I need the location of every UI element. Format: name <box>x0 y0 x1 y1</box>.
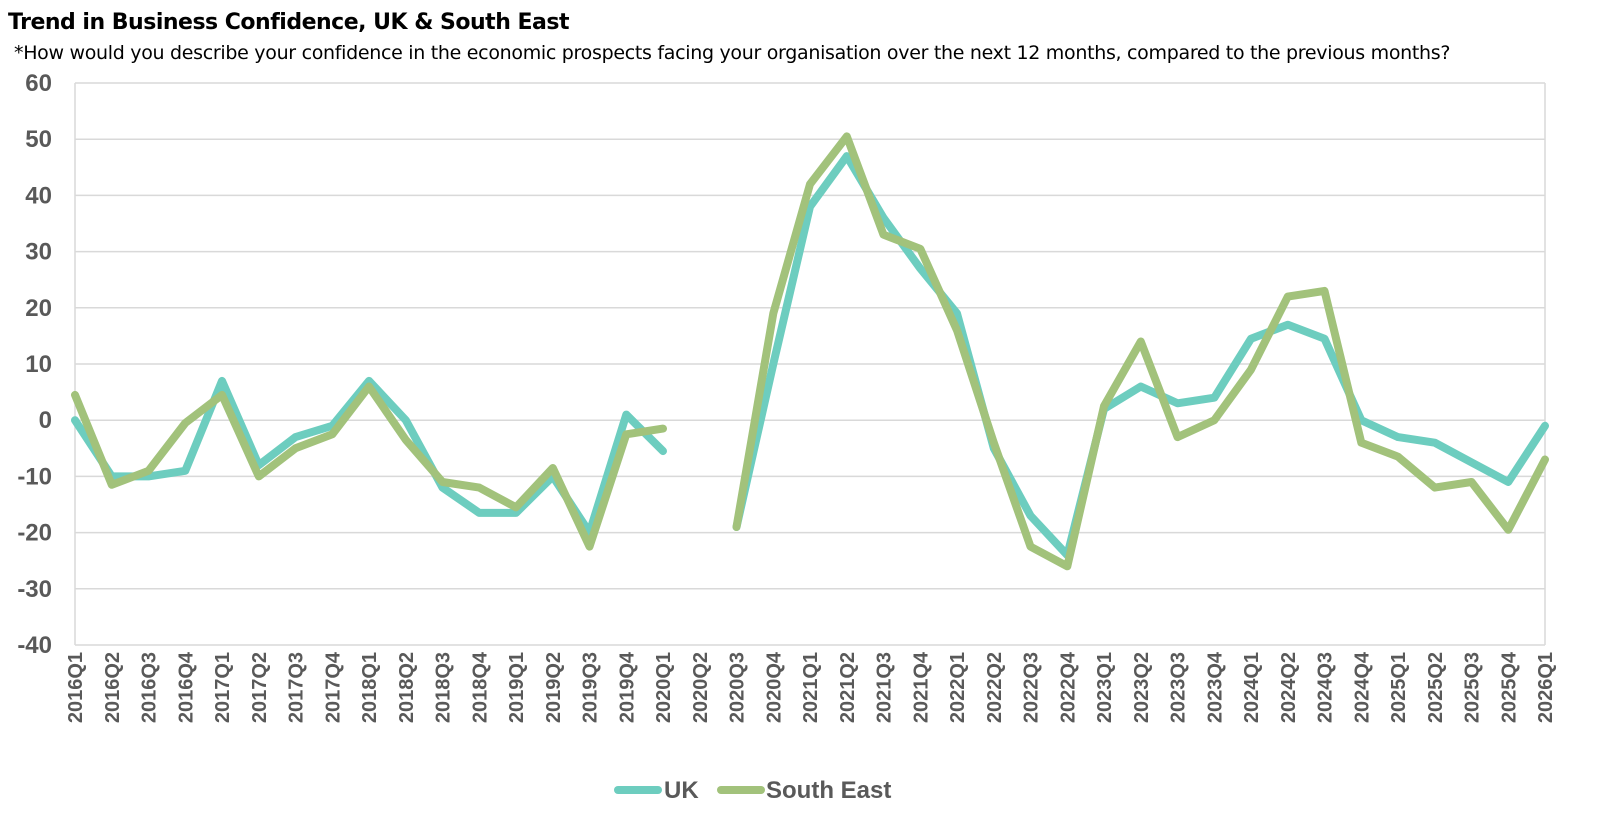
x-tick-label: 2022Q4 <box>1057 651 1079 723</box>
x-tick-label: 2021Q1 <box>800 652 822 723</box>
x-tick-label: 2017Q2 <box>249 652 271 723</box>
chart-title: Trend in Business Confidence, UK & South… <box>8 10 570 35</box>
y-tick-label: 30 <box>25 239 52 266</box>
x-tick-label: 2022Q1 <box>947 652 969 723</box>
x-tick-label: 2025Q3 <box>1462 652 1484 723</box>
x-tick-label: 2022Q2 <box>984 652 1006 723</box>
x-tick-label: 2025Q1 <box>1388 652 1410 723</box>
series-line-south-east <box>71 132 1549 571</box>
x-tick-label: 2019Q2 <box>543 652 565 723</box>
y-tick-label: 0 <box>39 407 52 434</box>
y-tick-label: 20 <box>25 295 52 322</box>
y-tick-label: -40 <box>17 632 52 659</box>
x-tick-label: 2024Q3 <box>1315 652 1337 723</box>
chart-subtitle: *How would you describe your confidence … <box>14 42 1451 64</box>
x-tick-label: 2021Q2 <box>837 652 859 723</box>
x-tick-label: 2016Q1 <box>65 652 87 723</box>
x-tick-label: 2025Q2 <box>1425 652 1447 723</box>
x-tick-label: 2021Q4 <box>910 651 932 723</box>
series-line-uk <box>71 152 1549 560</box>
x-tick-label: 2020Q2 <box>690 652 712 723</box>
y-tick-label: 40 <box>25 182 52 209</box>
x-tick-label: 2016Q4 <box>175 651 197 723</box>
x-tick-label: 2024Q1 <box>1241 652 1263 723</box>
y-axis-ticks: 60 50 40 30 20 10 0 -10 -20 -30 -40 <box>17 70 52 659</box>
x-tick-label: 2025Q4 <box>1498 651 1520 723</box>
y-tick-label: 60 <box>25 70 52 97</box>
x-tick-label: 2023Q2 <box>1131 652 1153 723</box>
x-tick-label: 2020Q4 <box>763 651 785 723</box>
x-tick-label: 2023Q1 <box>1094 652 1116 723</box>
x-tick-label: 2017Q4 <box>322 651 344 723</box>
x-tick-label: 2019Q4 <box>616 651 638 723</box>
x-tick-label: 2018Q4 <box>469 651 491 723</box>
x-tick-label: 2026Q1 <box>1535 652 1557 723</box>
y-tick-label: -10 <box>17 463 52 490</box>
legend-label: UK <box>664 777 699 804</box>
y-tick-label: 50 <box>25 126 52 153</box>
y-tick-label: -30 <box>17 576 52 603</box>
x-tick-label: 2016Q3 <box>139 652 161 723</box>
legend-label: South East <box>766 777 891 804</box>
x-tick-label: 2023Q3 <box>1168 652 1190 723</box>
y-tick-label: 10 <box>25 351 52 378</box>
x-tick-label: 2017Q1 <box>212 652 234 723</box>
x-tick-label: 2022Q3 <box>1021 652 1043 723</box>
x-tick-label: 2024Q2 <box>1278 652 1300 723</box>
x-tick-label: 2019Q1 <box>506 652 528 723</box>
x-tick-label: 2020Q1 <box>653 652 675 723</box>
x-tick-label: 2016Q2 <box>102 652 124 723</box>
x-tick-label: 2018Q1 <box>359 652 381 723</box>
x-tick-label: 2020Q3 <box>727 652 749 723</box>
x-tick-label: 2019Q3 <box>580 652 602 723</box>
x-tick-label: 2021Q3 <box>874 652 896 723</box>
y-tick-label: -20 <box>17 520 52 547</box>
x-tick-label: 2023Q4 <box>1204 651 1226 723</box>
series-layer <box>71 132 1549 571</box>
x-tick-label: 2018Q2 <box>396 652 418 723</box>
x-tick-label: 2018Q3 <box>433 652 455 723</box>
grid-layer <box>74 82 1546 646</box>
x-tick-label: 2017Q3 <box>286 652 308 723</box>
legend: UK South East <box>614 777 891 804</box>
x-axis-ticks: 2016Q1 2016Q2 2016Q3 2016Q4 2017Q1 2017Q2 2017… <box>65 651 1557 723</box>
x-tick-label: 2024Q4 <box>1351 651 1373 723</box>
